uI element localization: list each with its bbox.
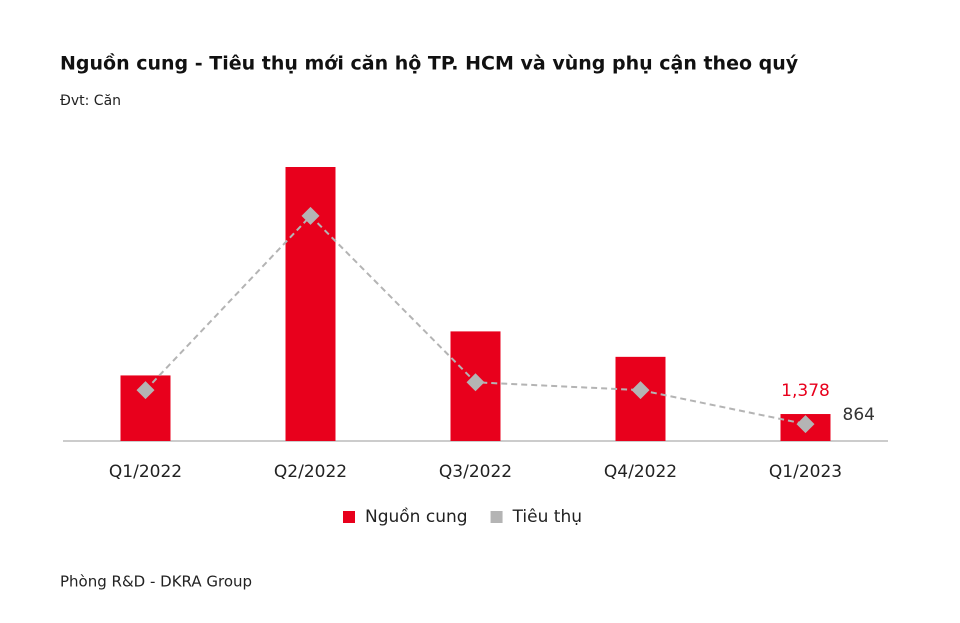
legend-label: Nguồn cung — [365, 506, 468, 527]
marker — [631, 381, 650, 400]
marker — [301, 206, 320, 225]
source-note: Phòng R&D - DKRA Group — [60, 573, 252, 591]
x-tick-label: Q1/2023 — [769, 462, 842, 482]
legend-swatch — [490, 511, 503, 523]
x-tick-label: Q2/2022 — [274, 462, 347, 482]
chart-title: Nguồn cung - Tiêu thụ mới căn hộ TP. HCM… — [60, 52, 799, 75]
legend-label: Tiêu thụ — [512, 507, 582, 527]
marker — [466, 373, 485, 392]
chart-subtitle: Đvt: Căn — [60, 93, 121, 109]
marker — [796, 415, 815, 434]
x-tick-label: Q1/2022 — [109, 462, 182, 482]
x-tick-label: Q3/2022 — [439, 462, 512, 482]
data-label: 864 — [843, 405, 875, 425]
x-tick-label: Q4/2022 — [604, 462, 677, 482]
data-label: 1,378 — [781, 381, 830, 401]
legend-swatch — [343, 511, 355, 523]
marker — [136, 381, 155, 400]
